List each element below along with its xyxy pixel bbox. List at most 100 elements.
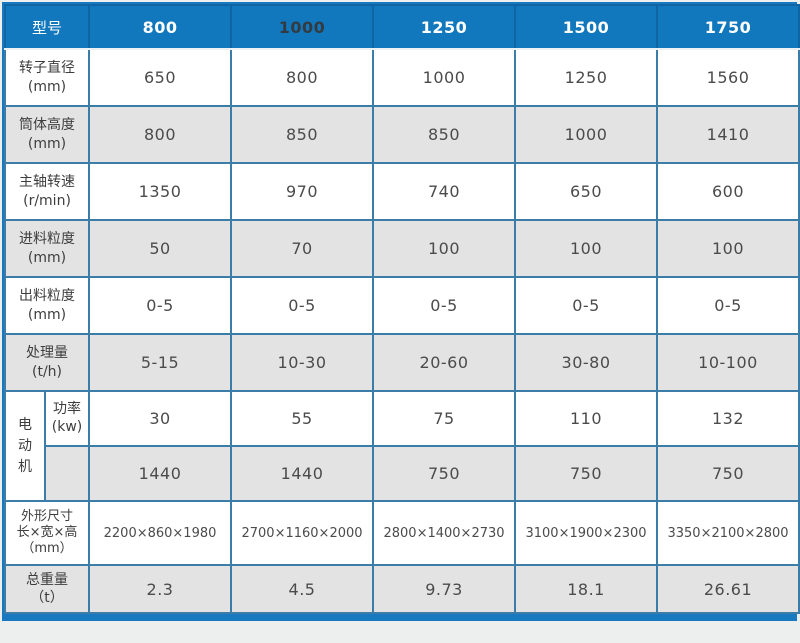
row-label: 总重量 （t） <box>3 564 91 614</box>
value-cell: 10-100 <box>656 333 800 392</box>
value-cell: 850 <box>372 105 517 164</box>
row-label: 转子直径 (mm) <box>3 48 91 107</box>
model-column-800: 800 <box>88 4 233 50</box>
value-cell: 75 <box>372 390 517 447</box>
motor-power-label-unit: (kw) <box>51 418 83 435</box>
value-cell: 0-5 <box>230 276 375 335</box>
value-cell: 1000 <box>372 48 517 107</box>
row-label-unit: (mm) <box>27 306 67 323</box>
row-label: 进料粒度 (mm) <box>3 219 91 278</box>
value-cell: 4.5 <box>230 564 375 614</box>
value-cell: 18.1 <box>514 564 659 614</box>
value-cell: 800 <box>88 105 233 164</box>
value-cell: 10-30 <box>230 333 375 392</box>
spec-table-frame: 型号 800 1000 1250 1500 1750 转子直径 (mm) 650… <box>2 2 800 621</box>
value-cell: 800 <box>230 48 375 107</box>
value-cell: 0-5 <box>372 276 517 335</box>
value-cell: 750 <box>372 445 517 502</box>
row-label-unit: （t） <box>30 590 64 606</box>
value-cell: 100 <box>514 219 659 278</box>
value-cell: 750 <box>514 445 659 502</box>
motor-group-label-cell: 电动机 <box>4 390 46 502</box>
value-cell: 20-60 <box>372 333 517 392</box>
row-label: 处理量 (t/h) <box>3 333 91 392</box>
value-cell: 750 <box>656 445 800 502</box>
value-cell: 110 <box>514 390 659 447</box>
row-label: 主轴转速 (r/min) <box>3 162 91 221</box>
value-cell: 1000 <box>514 105 659 164</box>
row-label: 外形尺寸 长×宽×高 （mm） <box>3 500 91 566</box>
row-motor-power: 电动机 功率 (kw) 30 55 75 110 132 <box>4 390 800 502</box>
value-cell: 2800×1400×2730 <box>372 500 517 566</box>
row-total-weight: 总重量 （t） 2.3 4.5 9.73 18.1 26.61 <box>3 564 800 614</box>
model-header-label: 型号 <box>3 4 91 50</box>
row-label-text: 筒体高度 <box>19 117 75 134</box>
value-cell: 1440 <box>88 445 233 502</box>
row-label-text: 进料粒度 <box>19 231 75 248</box>
model-column-1250: 1250 <box>372 4 517 50</box>
value-cell: 1350 <box>88 162 233 221</box>
value-cell: 30 <box>88 390 233 447</box>
value-cell: 100 <box>656 219 800 278</box>
value-cell: 100 <box>372 219 517 278</box>
row-label-text: 转子直径 <box>19 60 75 77</box>
row-label-unit: (r/min) <box>23 192 71 209</box>
model-header-row: 型号 800 1000 1250 1500 1750 <box>3 4 800 50</box>
row-label-text: 处理量 <box>26 345 68 362</box>
model-column-1000: 1000 <box>230 4 375 50</box>
motor-group-label: 电动机 <box>17 416 32 475</box>
value-cell: 30-80 <box>514 333 659 392</box>
row-label-subtext: 长×宽×高 <box>16 524 78 540</box>
value-cell: 132 <box>656 390 800 447</box>
value-cell: 2.3 <box>88 564 233 614</box>
model-column-1500: 1500 <box>514 4 659 50</box>
value-cell: 740 <box>372 162 517 221</box>
row-label-unit: (mm) <box>27 249 67 266</box>
row-outline-dimensions: 外形尺寸 长×宽×高 （mm） 2200×860×1980 2700×1160×… <box>3 500 800 566</box>
row-label-text: 总重量 <box>26 571 68 588</box>
value-cell: 650 <box>88 48 233 107</box>
value-cell: 70 <box>230 219 375 278</box>
row-spindle-speed: 主轴转速 (r/min) 1350 970 740 650 600 <box>3 162 800 221</box>
value-cell: 600 <box>656 162 800 221</box>
row-label-text: 出料粒度 <box>19 288 75 305</box>
value-cell: 9.73 <box>372 564 517 614</box>
value-cell: 1560 <box>656 48 800 107</box>
value-cell: 650 <box>514 162 659 221</box>
row-rotor-diameter: 转子直径 (mm) 650 800 1000 1250 1560 <box>3 48 800 107</box>
row-label-unit: (mm) <box>27 135 67 152</box>
value-cell: 970 <box>230 162 375 221</box>
value-cell: 0-5 <box>514 276 659 335</box>
value-cell: 55 <box>230 390 375 447</box>
row-label-unit: (mm) <box>27 78 67 95</box>
row-label: 筒体高度 (mm) <box>3 105 91 164</box>
motor-rpm-label-cell <box>43 445 91 502</box>
row-feed-size: 进料粒度 (mm) 50 70 100 100 100 <box>3 219 800 278</box>
row-label: 出料粒度 (mm) <box>3 276 91 335</box>
value-cell: 5-15 <box>88 333 233 392</box>
value-cell: 0-5 <box>656 276 800 335</box>
value-cell: 1440 <box>230 445 375 502</box>
value-cell: 3350×2100×2800 <box>656 500 800 566</box>
value-cell: 50 <box>88 219 233 278</box>
model-column-1750: 1750 <box>656 4 800 50</box>
value-cell: 1410 <box>656 105 800 164</box>
value-cell: 0-5 <box>88 276 233 335</box>
motor-power-label: 功率 (kw) <box>43 390 91 447</box>
value-cell: 3100×1900×2300 <box>514 500 659 566</box>
motor-power-label-text: 功率 <box>53 401 81 417</box>
spec-table: 型号 800 1000 1250 1500 1750 转子直径 (mm) 650… <box>3 4 800 614</box>
row-discharge-size: 出料粒度 (mm) 0-5 0-5 0-5 0-5 0-5 <box>3 276 800 335</box>
row-cylinder-height: 筒体高度 (mm) 800 850 850 1000 1410 <box>3 105 800 164</box>
row-label-text: 外形尺寸 <box>21 508 74 524</box>
value-cell: 1250 <box>514 48 659 107</box>
row-capacity: 处理量 (t/h) 5-15 10-30 20-60 30-80 10-100 <box>3 333 800 392</box>
value-cell: 26.61 <box>656 564 800 614</box>
value-cell: 2700×1160×2000 <box>230 500 375 566</box>
value-cell: 2200×860×1980 <box>88 500 233 566</box>
row-label-unit: （mm） <box>21 541 73 557</box>
row-label-text: 主轴转速 <box>19 174 75 191</box>
value-cell: 850 <box>230 105 375 164</box>
row-motor-rpm: 1440 1440 750 750 750 <box>5 445 800 502</box>
